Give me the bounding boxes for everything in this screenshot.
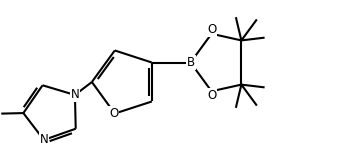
Text: O: O — [207, 89, 216, 102]
Text: B: B — [186, 56, 195, 69]
Text: N: N — [71, 88, 79, 102]
Text: N: N — [40, 133, 48, 146]
Text: O: O — [207, 23, 216, 36]
Text: O: O — [109, 107, 118, 120]
